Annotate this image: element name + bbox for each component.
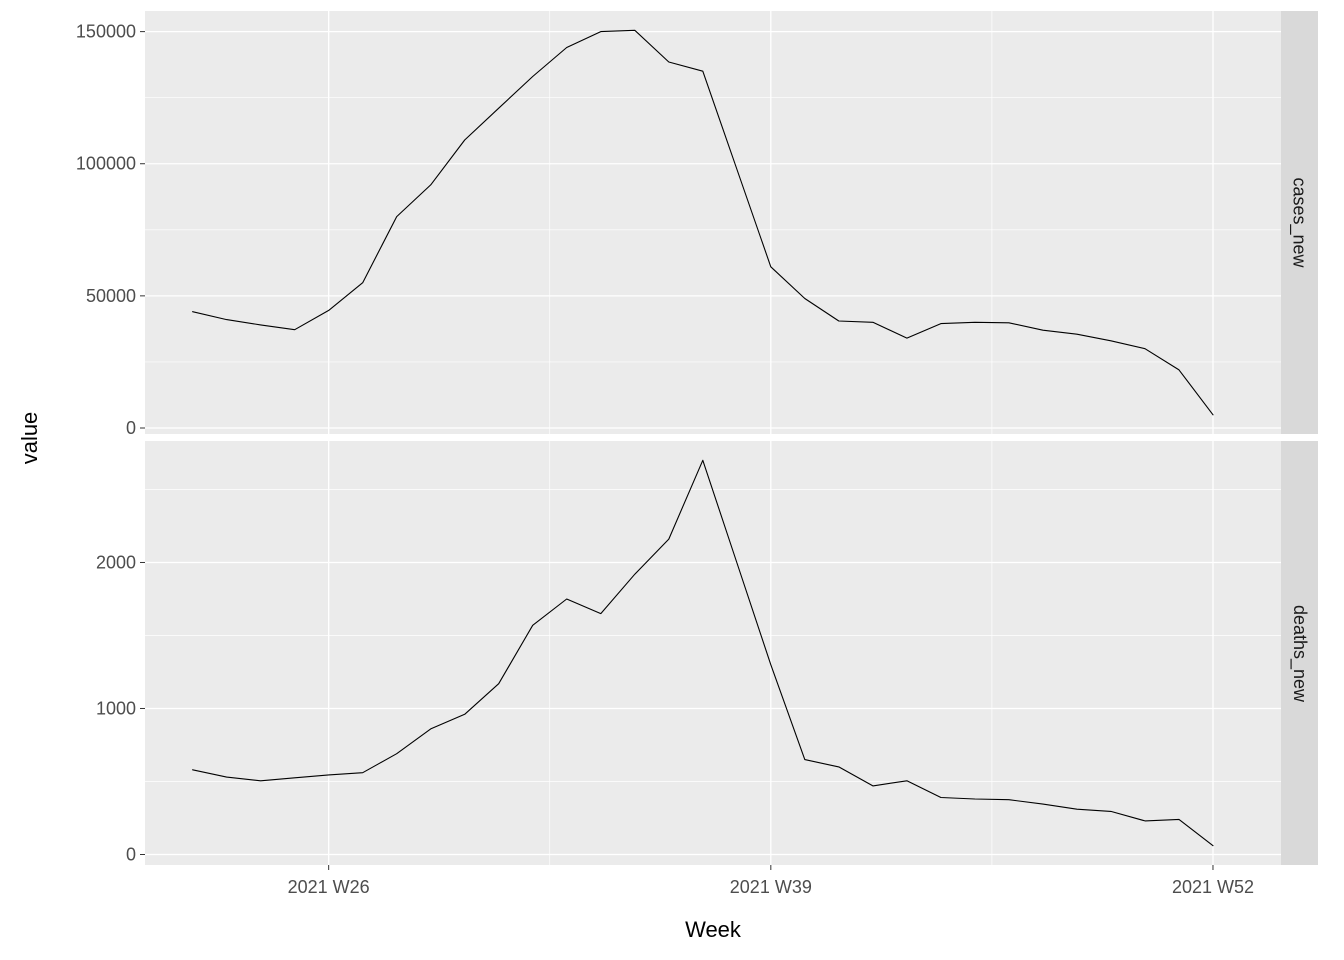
y-axis-title: value — [17, 411, 42, 465]
svg-text:50000: 50000 — [86, 286, 136, 306]
svg-text:150000: 150000 — [76, 22, 136, 42]
svg-text:0: 0 — [126, 844, 136, 864]
facet-strip-cases-new: cases_new — [1281, 11, 1318, 434]
svg-text:2021 W26: 2021 W26 — [288, 877, 370, 897]
svg-text:2021 W52: 2021 W52 — [1172, 877, 1254, 897]
x-axis-title: Week — [685, 917, 741, 942]
facet-strip-label: cases_new — [1290, 177, 1310, 268]
svg-text:100000: 100000 — [76, 154, 136, 174]
svg-text:2021 W39: 2021 W39 — [730, 877, 812, 897]
facet-strip-deaths-new: deaths_new — [1281, 441, 1318, 865]
svg-text:0: 0 — [126, 418, 136, 438]
facet-strip-label: deaths_new — [1290, 604, 1311, 702]
svg-text:1000: 1000 — [96, 698, 136, 718]
svg-text:2000: 2000 — [96, 552, 136, 572]
